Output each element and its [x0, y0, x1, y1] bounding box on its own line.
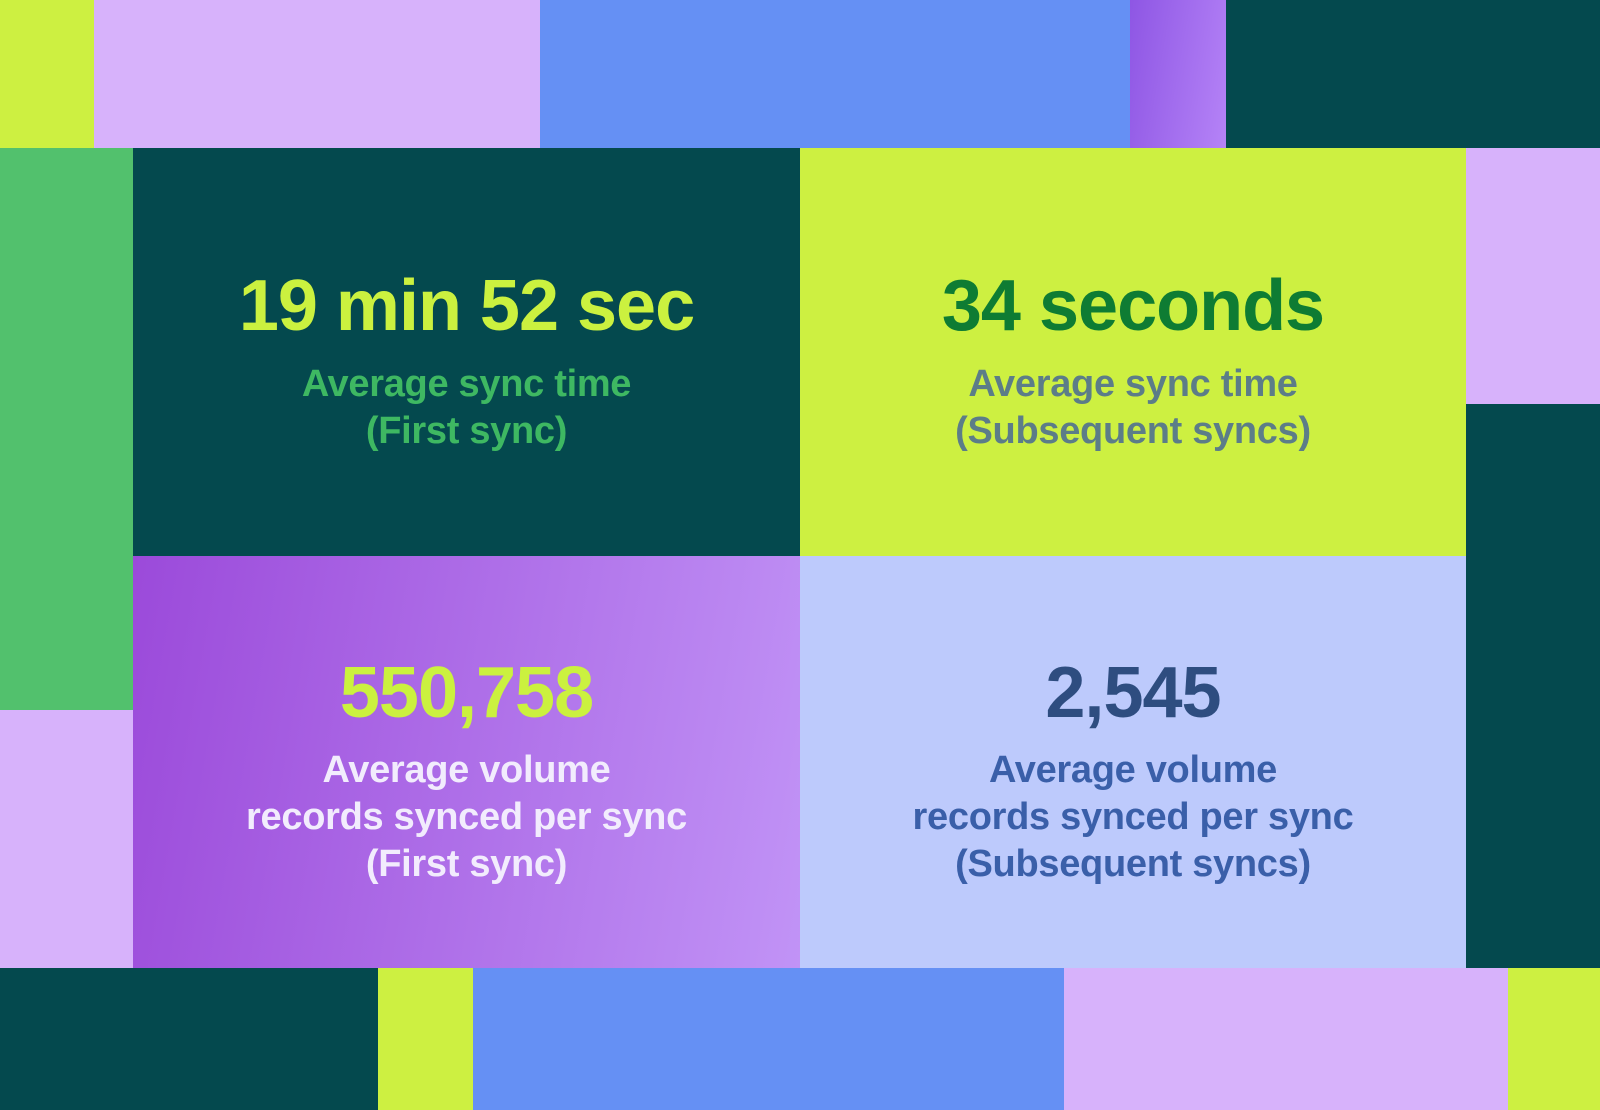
decor-block-left-lavender	[0, 710, 133, 968]
stat-label-line: (First sync)	[365, 409, 568, 452]
stat-label-first-sync-time: Average sync time (First sync)	[239, 361, 694, 455]
stat-label-line: (Subsequent syncs)	[955, 843, 1311, 886]
decor-block-top-lime	[0, 0, 94, 148]
decor-block-right-teal	[1466, 404, 1600, 968]
decor-block-bottom-lime	[378, 968, 473, 1110]
decor-block-right-lavender	[1466, 148, 1600, 404]
stat-label-line: Average sync time	[301, 362, 632, 405]
stat-label-first-sync-volume: Average volume records synced per sync (…	[246, 747, 687, 888]
decor-block-bottom-lime-right	[1508, 968, 1600, 1110]
stat-label-subsequent-sync-time: Average sync time (Subsequent syncs)	[942, 361, 1324, 455]
stat-value-subsequent-sync-time: 34 seconds	[941, 266, 1325, 347]
stat-label-line: Average volume	[989, 749, 1277, 792]
decor-block-bottom-lavender	[1064, 968, 1508, 1110]
stat-value-subsequent-sync-volume: 2,545	[1045, 652, 1221, 733]
stat-label-line: Average volume	[322, 749, 611, 792]
stat-label-line: Average sync time	[968, 362, 1298, 405]
stat-card-subsequent-sync-volume: 2,545 Average volume records synced per …	[800, 556, 1466, 968]
decor-block-top-lavender	[94, 0, 540, 148]
stat-label-line: (Subsequent syncs)	[955, 409, 1311, 452]
stat-label-subsequent-sync-volume: Average volume records synced per sync (…	[913, 747, 1354, 888]
stat-card-first-sync-time: 19 min 52 sec Average sync time (First s…	[133, 148, 800, 556]
decor-block-top-purple-strip	[1130, 0, 1226, 148]
decor-block-left-green	[0, 148, 133, 710]
stat-card-first-sync-volume: 550,758 Average volume records synced pe…	[133, 556, 800, 968]
decor-block-bottom-blue	[473, 968, 1064, 1110]
stat-label-line: records synced per sync	[912, 796, 1354, 839]
stat-card-subsequent-sync-time: 34 seconds Average sync time (Subsequent…	[800, 148, 1466, 556]
stat-value-first-sync-time: 19 min 52 sec	[238, 266, 695, 347]
decor-block-bottom-teal	[0, 968, 378, 1110]
decor-block-top-blue	[540, 0, 1130, 148]
decor-block-top-teal	[1226, 0, 1600, 148]
stat-label-line: (First sync)	[365, 843, 568, 886]
stat-value-first-sync-volume: 550,758	[339, 652, 594, 733]
stat-label-line: records synced per sync	[246, 796, 687, 839]
